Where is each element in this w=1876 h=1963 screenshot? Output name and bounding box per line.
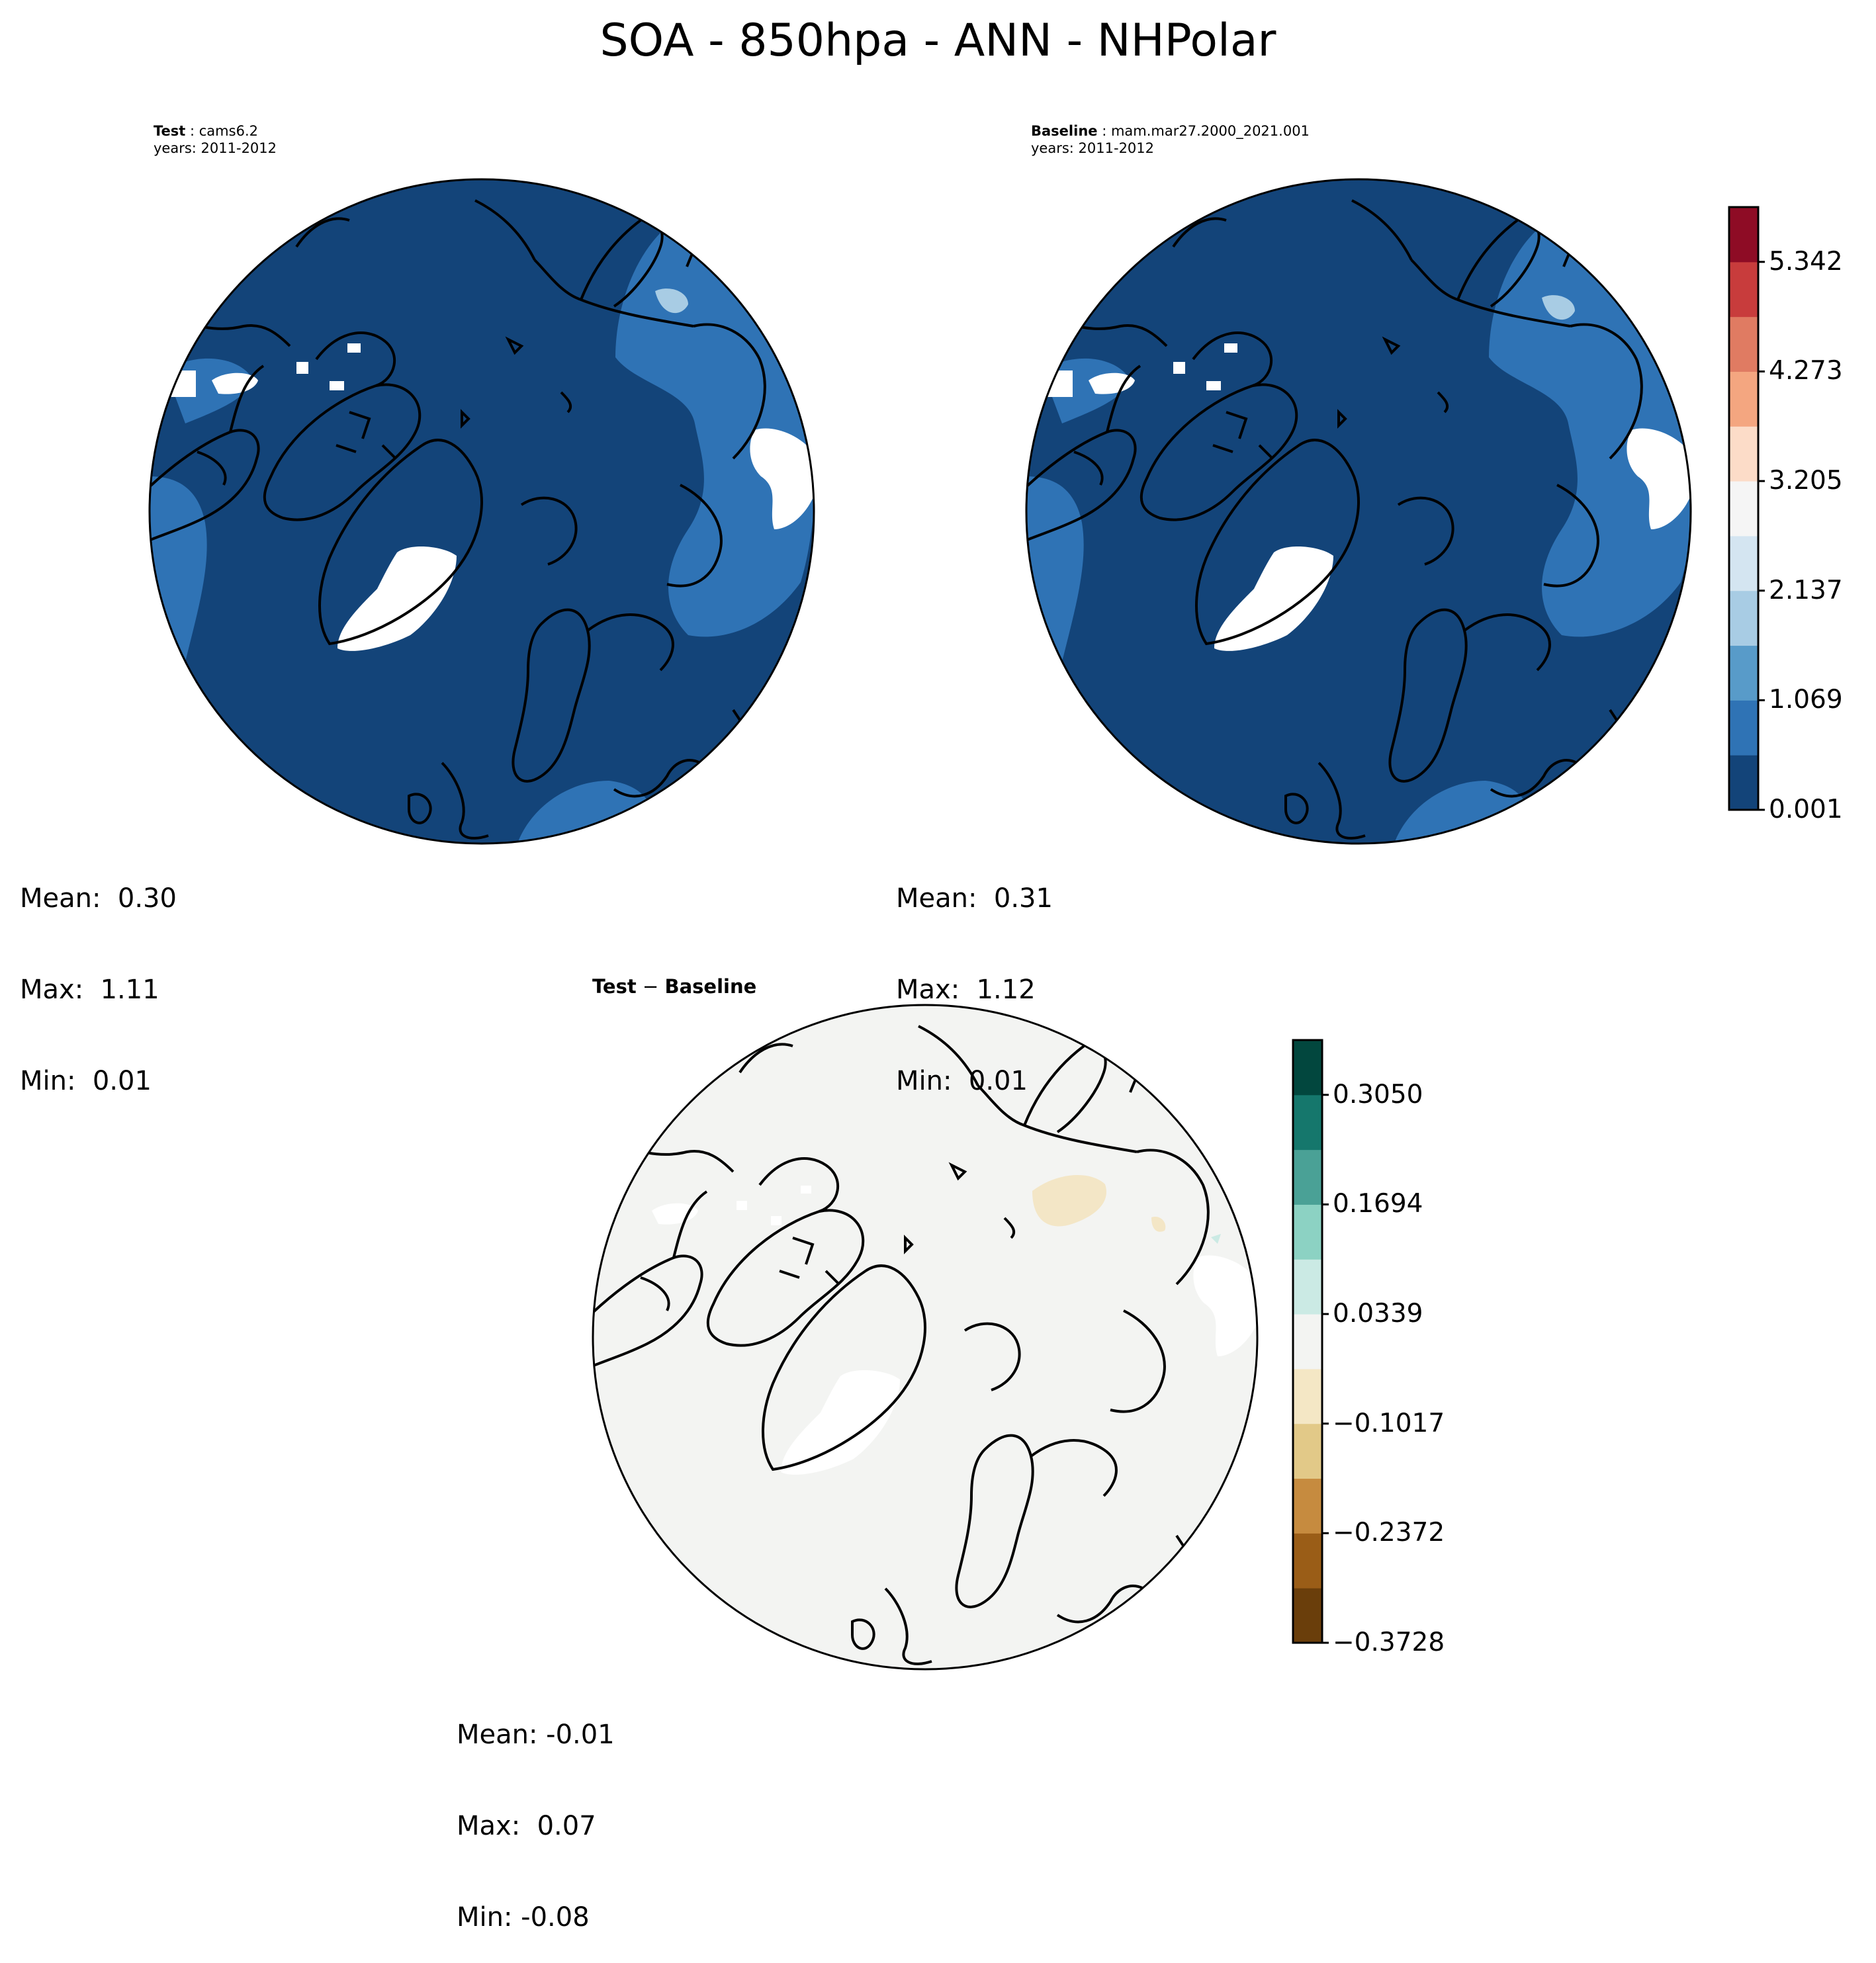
diff-stats: Mean: -0.01 Max: 0.07 Min: -0.08 — [457, 1659, 615, 1963]
diff-stat-max: Max: 0.07 — [457, 1811, 596, 1841]
main-colorbar-segment — [1729, 207, 1758, 263]
main-colorbar-segment — [1729, 590, 1758, 646]
diff-colorbar-segment — [1293, 1368, 1322, 1424]
baseline-stats: Mean: 0.31 Max: 1.12 Min: 0.01 — [896, 822, 1053, 1127]
test-missing-patch — [296, 362, 308, 374]
diff-colorbar-segment — [1293, 1423, 1322, 1479]
baseline-missing-patch — [1224, 343, 1237, 353]
diff-title-key-2: Baseline — [664, 975, 757, 998]
diff-colorbar-segment — [1293, 1149, 1322, 1205]
test-label-value: cams6.2 — [199, 123, 258, 139]
diff-missing-greenland — [781, 1370, 900, 1475]
baseline-missing-patch — [1627, 428, 1691, 529]
diff-title: Test − Baseline — [592, 975, 756, 998]
main-colorbar-segment — [1729, 371, 1758, 427]
test-missing-greenland — [337, 546, 457, 651]
main-colorbar-tick-label: 4.273 — [1769, 356, 1843, 386]
main-colorbar-segment — [1729, 645, 1758, 701]
diff-field-negative — [1032, 1175, 1106, 1227]
diff-colorbar — [1292, 1039, 1329, 1644]
diff-colorbar-segment — [1293, 1478, 1322, 1534]
diff-colorbar-tick-label: 0.1694 — [1333, 1189, 1423, 1219]
diff-stat-min: Min: -0.08 — [457, 1902, 590, 1933]
diff-field-positive — [1211, 1234, 1221, 1244]
diff-colorbar-segment — [1293, 1588, 1322, 1643]
main-colorbar-tick-label: 1.069 — [1769, 685, 1843, 715]
test-years: years: 2011-2012 — [154, 140, 277, 156]
baseline-field-light — [1542, 295, 1575, 320]
diff-colorbar-tick-label: −0.3728 — [1333, 1628, 1445, 1657]
main-colorbar-segment — [1729, 755, 1758, 810]
baseline-stat-max: Max: 1.12 — [896, 975, 1036, 1005]
baseline-missing-patch — [1089, 372, 1135, 394]
diff-colorbar-tick-label: 0.3050 — [1333, 1079, 1423, 1110]
baseline-label-key: Baseline — [1031, 123, 1098, 139]
diff-title-sep: − — [636, 975, 665, 998]
test-label-key: Test — [154, 123, 186, 139]
baseline-stat-mean: Mean: 0.31 — [896, 883, 1053, 914]
test-missing-patch — [212, 372, 258, 394]
diff-colorbar-tick-label: −0.2372 — [1333, 1518, 1445, 1548]
diff-map — [592, 1004, 1259, 1671]
test-stat-max: Max: 1.11 — [20, 975, 159, 1005]
baseline-missing-greenland — [1214, 546, 1333, 651]
test-stat-min: Min: 0.01 — [20, 1066, 152, 1096]
main-colorbar-border — [1728, 206, 1760, 811]
baseline-missing-patch — [1206, 381, 1221, 390]
diff-colorbar-tick-label: −0.1017 — [1333, 1408, 1445, 1438]
diff-colorbar-border — [1292, 1039, 1323, 1644]
diff-colorbar-segment — [1293, 1533, 1322, 1589]
diff-colorbar-segment — [1293, 1259, 1322, 1315]
diff-colorbar-segment — [1293, 1314, 1322, 1370]
main-colorbar-tick-label: 0.001 — [1769, 795, 1843, 824]
test-field-light — [655, 288, 688, 314]
diff-missing-patch — [1193, 1255, 1257, 1356]
test-label: Test : cams6.2 years: 2011-2012 — [154, 123, 277, 156]
main-colorbar-tick-label: 3.205 — [1769, 466, 1843, 496]
test-stats: Mean: 0.30 Max: 1.11 Min: 0.01 — [20, 822, 177, 1127]
test-map — [148, 178, 815, 845]
baseline-missing-patch — [1173, 362, 1185, 374]
main-colorbar-tick-label: 2.137 — [1769, 575, 1843, 605]
diff-colorbar-tick-label: 0.0339 — [1333, 1299, 1423, 1329]
diff-field-negative — [1151, 1217, 1166, 1232]
main-colorbar-segment — [1729, 316, 1758, 372]
figure-canvas — [148, 178, 1765, 1671]
diff-title-key-1: Test — [592, 975, 637, 998]
baseline-label-value: mam.mar27.2000_2021.001 — [1110, 123, 1310, 139]
main-colorbar-segment — [1729, 700, 1758, 756]
diff-colorbar-segment — [1293, 1040, 1322, 1096]
main-colorbar-segment — [1729, 481, 1758, 537]
diff-missing-patch — [771, 1216, 782, 1225]
diff-stat-mean: Mean: -0.01 — [457, 1720, 615, 1750]
main-colorbar-tick-label: 5.342 — [1769, 246, 1843, 277]
main-colorbar-segment — [1729, 535, 1758, 591]
diff-map-border — [592, 1004, 1259, 1671]
test-stat-mean: Mean: 0.30 — [20, 883, 177, 914]
test-missing-patch — [750, 428, 814, 529]
main-colorbar-segment — [1729, 426, 1758, 482]
baseline-years: years: 2011-2012 — [1031, 140, 1155, 156]
diff-missing-patch — [737, 1201, 747, 1210]
baseline-map — [1025, 178, 1692, 845]
diff-colorbar-segment — [1293, 1204, 1322, 1260]
main-colorbar — [1728, 206, 1765, 811]
test-missing-patch — [330, 381, 344, 390]
test-map-border — [148, 178, 815, 845]
diff-colorbar-segment — [1293, 1094, 1322, 1151]
main-colorbar-segment — [1729, 261, 1758, 318]
baseline-stat-min: Min: 0.01 — [896, 1066, 1028, 1096]
diff-missing-patch — [801, 1186, 811, 1194]
baseline-label: Baseline : mam.mar27.2000_2021.001 years… — [1031, 123, 1310, 156]
baseline-map-border — [1025, 178, 1692, 845]
figure-title: SOA - 850hpa - ANN - NHPolar — [600, 15, 1276, 67]
test-missing-edge — [150, 371, 196, 397]
test-missing-patch — [347, 343, 361, 353]
baseline-missing-edge — [1026, 371, 1073, 397]
